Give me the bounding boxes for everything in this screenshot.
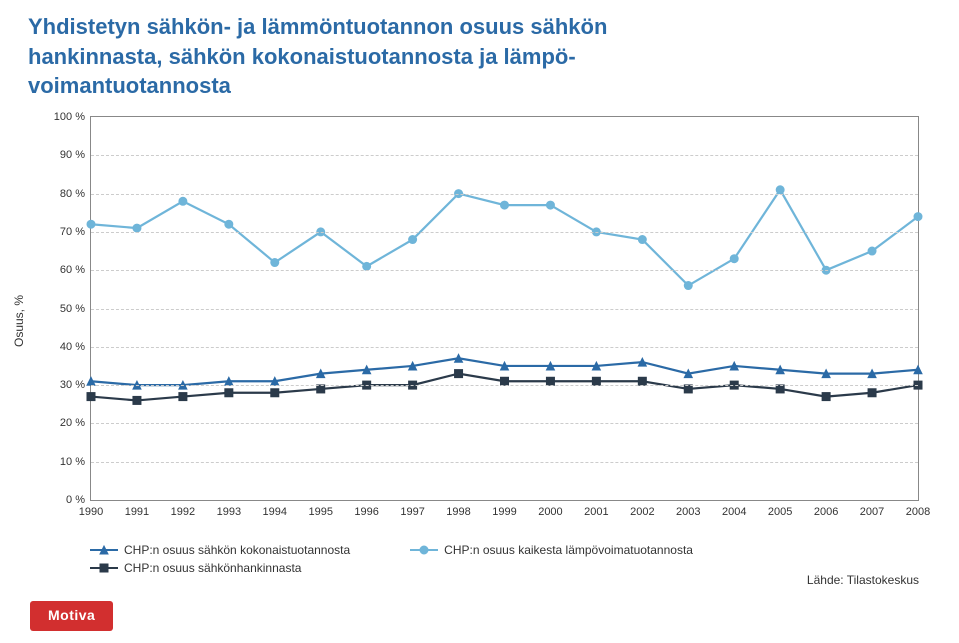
- legend-row: CHP:n osuus sähkönhankinnasta: [90, 561, 929, 575]
- x-tick: 1994: [263, 500, 287, 518]
- series-marker-lampovoimatuotannosta: [271, 259, 279, 267]
- y-tick: 80 %: [60, 188, 91, 200]
- series-marker-sahkonhankinnasta: [546, 377, 554, 385]
- legend-swatch: [410, 543, 438, 557]
- plot-area: 0 %10 %20 %30 %40 %50 %60 %70 %80 %90 %1…: [90, 116, 919, 501]
- series-marker-lampovoimatuotannosta: [914, 213, 922, 221]
- x-tick: 2000: [538, 500, 562, 518]
- x-tick: 2008: [906, 500, 930, 518]
- gridline: [91, 270, 918, 271]
- logo: Motiva: [30, 601, 113, 631]
- series-marker-sahkonhankinnasta: [271, 389, 279, 397]
- series-marker-sahkonhankinnasta: [638, 377, 646, 385]
- y-tick: 70 %: [60, 226, 91, 238]
- y-tick: 40 %: [60, 341, 91, 353]
- x-tick: 1993: [217, 500, 241, 518]
- y-tick: 100 %: [54, 111, 91, 123]
- y-tick: 60 %: [60, 264, 91, 276]
- gridline: [91, 155, 918, 156]
- series-marker-sahkonhankinnasta: [868, 389, 876, 397]
- x-tick: 1992: [171, 500, 195, 518]
- legend-item-sahkonhankinnasta: CHP:n osuus sähkönhankinnasta: [90, 561, 301, 575]
- y-tick: 30 %: [60, 379, 91, 391]
- y-axis-title: Osuus, %: [12, 295, 26, 347]
- legend: CHP:n osuus sähkön kokonaistuotannosta CH…: [90, 543, 929, 575]
- series-marker-lampovoimatuotannosta: [179, 197, 187, 205]
- series-marker-sahkonhankinnasta: [87, 393, 95, 401]
- series-marker-lampovoimatuotannosta: [638, 236, 646, 244]
- gridline: [91, 232, 918, 233]
- series-marker-sahkonhankinnasta: [225, 389, 233, 397]
- series-marker-lampovoimatuotannosta: [730, 255, 738, 263]
- gridline: [91, 309, 918, 310]
- series-marker-lampovoimatuotannosta: [363, 262, 371, 270]
- x-tick: 1998: [446, 500, 470, 518]
- legend-item-kokonaistuotannosta: CHP:n osuus sähkön kokonaistuotannosta: [90, 543, 350, 557]
- gridline: [91, 423, 918, 424]
- x-tick: 2007: [860, 500, 884, 518]
- title-line-2: hankinnasta, sähkön kokonaistuotannosta …: [28, 44, 576, 69]
- x-tick: 1991: [125, 500, 149, 518]
- series-marker-lampovoimatuotannosta: [684, 282, 692, 290]
- series-marker-lampovoimatuotannosta: [501, 201, 509, 209]
- series-marker-lampovoimatuotannosta: [776, 186, 784, 194]
- series-marker-sahkonhankinnasta: [592, 377, 600, 385]
- x-tick: 1999: [492, 500, 516, 518]
- series-marker-sahkonhankinnasta: [501, 377, 509, 385]
- gridline: [91, 347, 918, 348]
- y-tick: 10 %: [60, 456, 91, 468]
- series-marker-lampovoimatuotannosta: [225, 220, 233, 228]
- y-tick: 50 %: [60, 303, 91, 315]
- x-tick: 2006: [814, 500, 838, 518]
- x-tick: 2001: [584, 500, 608, 518]
- x-tick: 1997: [400, 500, 424, 518]
- series-marker-sahkonhankinnasta: [684, 385, 692, 393]
- y-tick: 90 %: [60, 149, 91, 161]
- x-tick: 2004: [722, 500, 746, 518]
- legend-item-lampovoimatuotannosta: CHP:n osuus kaikesta lämpövoimatuotannos…: [410, 543, 693, 557]
- gridline: [91, 385, 918, 386]
- series-marker-sahkonhankinnasta: [179, 393, 187, 401]
- legend-label: CHP:n osuus sähkönhankinnasta: [124, 561, 301, 575]
- x-tick: 2003: [676, 500, 700, 518]
- x-tick: 2002: [630, 500, 654, 518]
- title-line-1: Yhdistetyn sähkön- ja lämmöntuotannon os…: [28, 14, 607, 39]
- series-marker-sahkonhankinnasta: [776, 385, 784, 393]
- title-line-3: voimantuotannosta: [28, 73, 231, 98]
- legend-row: CHP:n osuus sähkön kokonaistuotannosta CH…: [90, 543, 929, 557]
- gridline: [91, 462, 918, 463]
- series-marker-lampovoimatuotannosta: [546, 201, 554, 209]
- legend-swatch: [90, 543, 118, 557]
- y-tick: 20 %: [60, 417, 91, 429]
- x-tick: 2005: [768, 500, 792, 518]
- legend-swatch: [90, 561, 118, 575]
- x-tick: 1990: [79, 500, 103, 518]
- series-marker-sahkonhankinnasta: [822, 393, 830, 401]
- x-tick: 1996: [354, 500, 378, 518]
- series-marker-lampovoimatuotannosta: [133, 224, 141, 232]
- series-marker-lampovoimatuotannosta: [409, 236, 417, 244]
- x-tick: 1995: [308, 500, 332, 518]
- source-label: Lähde: Tilastokeskus: [807, 573, 919, 587]
- series-marker-lampovoimatuotannosta: [868, 247, 876, 255]
- logo-text: Motiva: [48, 607, 95, 623]
- page-title: Yhdistetyn sähkön- ja lämmöntuotannon os…: [0, 0, 959, 101]
- footer: Motiva: [30, 601, 113, 631]
- series-marker-sahkonhankinnasta: [455, 370, 463, 378]
- chart: Osuus, % 0 %10 %20 %30 %40 %50 %60 %70 %…: [30, 111, 929, 531]
- gridline: [91, 194, 918, 195]
- series-marker-sahkonhankinnasta: [133, 396, 141, 404]
- series-marker-sahkonhankinnasta: [317, 385, 325, 393]
- legend-label: CHP:n osuus kaikesta lämpövoimatuotannos…: [444, 543, 693, 557]
- legend-label: CHP:n osuus sähkön kokonaistuotannosta: [124, 543, 350, 557]
